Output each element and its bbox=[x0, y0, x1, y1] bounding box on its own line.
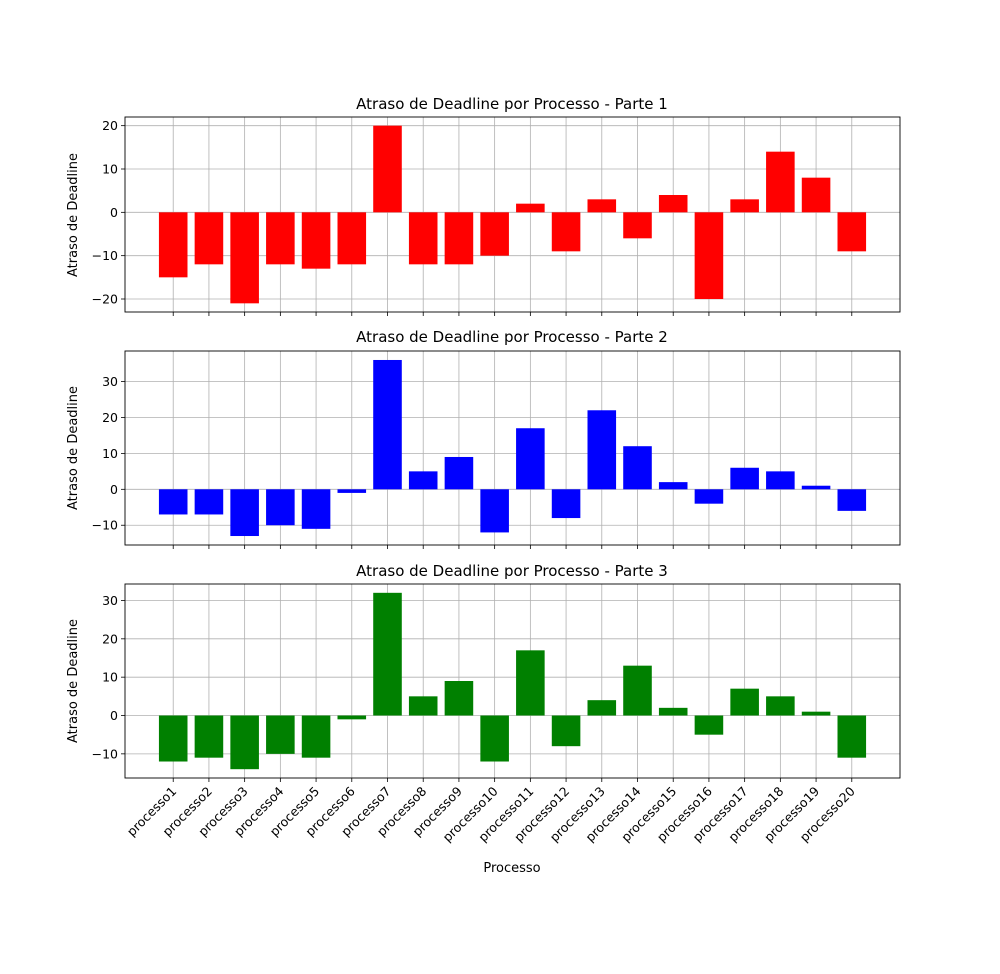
y-tick-label: −10 bbox=[92, 746, 118, 761]
bar bbox=[444, 456, 474, 490]
y-tick-label: 20 bbox=[102, 118, 118, 133]
y-tick-label: −10 bbox=[92, 518, 118, 533]
y-tick-label: 0 bbox=[110, 482, 118, 497]
y-tick-label: 10 bbox=[102, 670, 118, 685]
chart-panel-2: Atraso de Deadline por Processo - Parte … bbox=[66, 328, 901, 549]
bar bbox=[408, 471, 438, 490]
bar bbox=[337, 715, 367, 720]
bar bbox=[801, 177, 831, 213]
bar bbox=[480, 489, 509, 533]
bar bbox=[194, 489, 224, 515]
bar bbox=[230, 212, 259, 304]
axes-frame bbox=[124, 583, 901, 779]
y-axis-label: Atraso de Deadline bbox=[66, 386, 81, 510]
bar bbox=[230, 715, 259, 770]
bar bbox=[194, 212, 224, 265]
bar bbox=[658, 482, 688, 490]
y-axis-label: Atraso de Deadline bbox=[66, 619, 81, 743]
bar bbox=[408, 696, 438, 716]
bar bbox=[373, 125, 402, 213]
bar bbox=[408, 212, 438, 265]
bar bbox=[551, 212, 581, 252]
bar bbox=[266, 212, 295, 265]
bar bbox=[373, 359, 402, 490]
y-tick-label: 10 bbox=[102, 446, 118, 461]
bar bbox=[587, 199, 617, 213]
bar bbox=[623, 665, 652, 716]
bar bbox=[694, 212, 724, 299]
y-tick-label: 20 bbox=[102, 631, 118, 646]
bar bbox=[587, 410, 617, 490]
bar bbox=[730, 688, 759, 716]
bar bbox=[194, 715, 224, 758]
bar bbox=[694, 715, 724, 735]
axis-layer: −10 0 10 20 30 bbox=[92, 350, 901, 549]
x-axis-label: Processo bbox=[483, 861, 540, 876]
bar bbox=[801, 485, 831, 490]
bar bbox=[658, 195, 688, 213]
bar bbox=[516, 650, 545, 716]
bar bbox=[658, 707, 688, 716]
bar bbox=[444, 681, 474, 716]
y-tick-label: −10 bbox=[92, 248, 118, 263]
y-tick-label: 0 bbox=[110, 708, 118, 723]
chart-title: Atraso de Deadline por Processo - Parte … bbox=[356, 562, 668, 580]
bar bbox=[837, 715, 867, 758]
bar bbox=[551, 715, 581, 747]
chart-title: Atraso de Deadline por Processo - Parte … bbox=[356, 95, 668, 113]
bar bbox=[551, 489, 581, 519]
y-tick-label: 30 bbox=[102, 593, 118, 608]
bar bbox=[730, 199, 759, 213]
bar bbox=[837, 489, 867, 511]
bar bbox=[730, 467, 759, 490]
bar bbox=[587, 700, 617, 716]
y-tick-label: −20 bbox=[92, 292, 118, 307]
bar bbox=[373, 592, 402, 716]
bar bbox=[301, 715, 331, 758]
bar bbox=[516, 203, 545, 213]
bar bbox=[158, 212, 188, 278]
axis-layer: −20 −10 0 10 20 bbox=[92, 116, 901, 316]
chart-title: Atraso de Deadline por Processo - Parte … bbox=[356, 328, 668, 346]
axes-frame bbox=[124, 350, 901, 546]
bar bbox=[623, 212, 652, 239]
bar bbox=[516, 428, 545, 490]
bar bbox=[623, 446, 652, 490]
y-tick-label: 0 bbox=[110, 205, 118, 220]
bar bbox=[158, 489, 188, 515]
y-tick-label: 20 bbox=[102, 410, 118, 425]
bar bbox=[837, 212, 867, 252]
bar bbox=[337, 489, 367, 493]
bar bbox=[266, 715, 295, 754]
axes-frame bbox=[124, 116, 901, 313]
bar bbox=[766, 471, 795, 490]
bar-layer bbox=[158, 125, 867, 304]
bar bbox=[801, 711, 831, 716]
bar bbox=[158, 715, 188, 762]
bar bbox=[444, 212, 474, 265]
bar bbox=[230, 489, 259, 537]
chart-panel-1: Atraso de Deadline por Processo - Parte … bbox=[66, 95, 901, 316]
bar bbox=[480, 212, 509, 256]
bar-layer bbox=[158, 592, 867, 770]
bar bbox=[266, 489, 295, 526]
bar-layer bbox=[158, 359, 867, 537]
bar bbox=[766, 151, 795, 213]
y-tick-label: 30 bbox=[102, 374, 118, 389]
bar bbox=[301, 212, 331, 269]
y-tick-label: 10 bbox=[102, 162, 118, 177]
bar bbox=[766, 696, 795, 716]
bar bbox=[337, 212, 367, 265]
bar bbox=[694, 489, 724, 504]
y-axis-label: Atraso de Deadline bbox=[66, 153, 81, 277]
bar bbox=[301, 489, 331, 529]
bar bbox=[480, 715, 509, 762]
